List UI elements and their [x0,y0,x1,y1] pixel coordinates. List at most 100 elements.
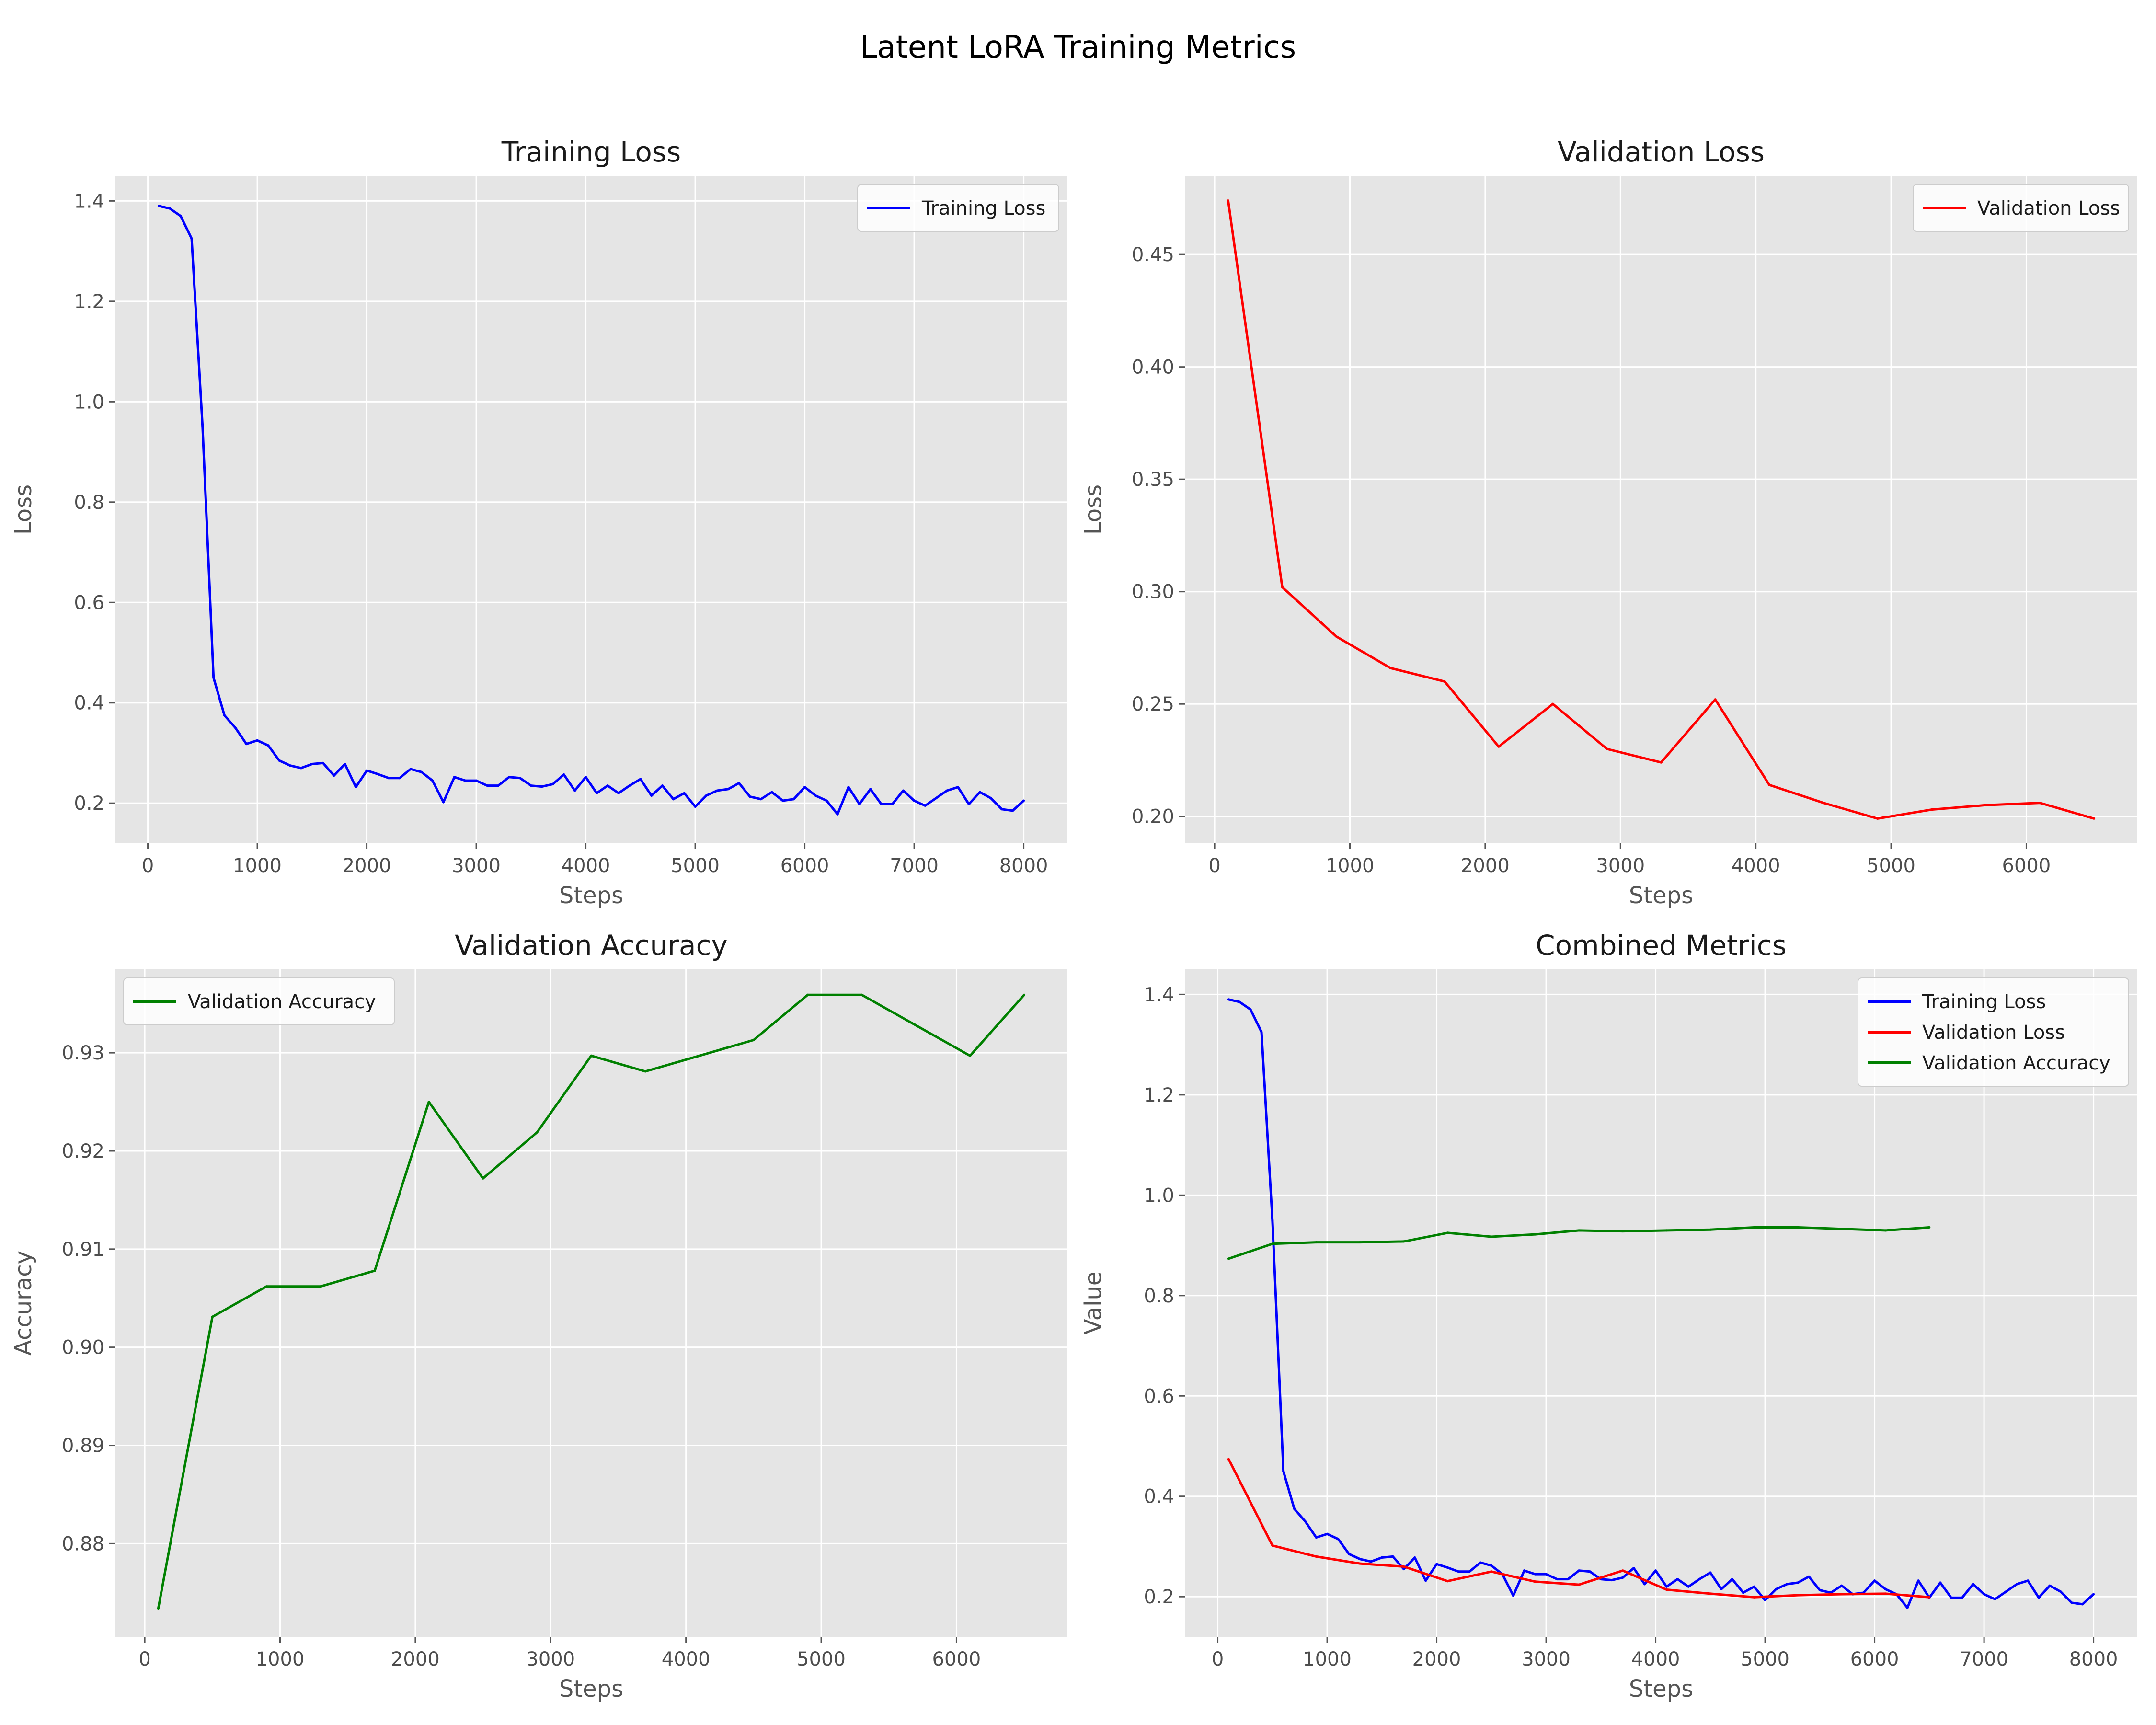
x-tick-label: 8000 [2069,1648,2118,1670]
data-point [1884,1588,1887,1590]
data-point [869,788,872,791]
y-tick-label: 0.88 [62,1533,104,1555]
data-point [321,761,324,764]
legend-entry: Validation Loss [1922,1022,2065,1044]
data-point [1227,1458,1230,1460]
y-tick-label: 0.93 [62,1042,104,1064]
x-tick-label: 4000 [1732,855,1780,877]
chart-title: Training Loss [501,136,681,168]
data-point [1443,680,1446,683]
data-point [1876,817,1879,820]
data-point [2070,1601,2073,1604]
y-tick-label: 0.8 [1144,1285,1174,1307]
data-point [967,803,970,805]
data-point [1413,1556,1416,1559]
data-point [858,803,861,805]
data-point [1687,1585,1690,1588]
y-tick-label: 0.4 [74,692,104,714]
data-point [606,784,609,787]
x-tick-label: 6000 [2002,855,2051,877]
series-line-train_loss [1228,998,2095,1609]
data-point [529,784,532,787]
data-point [536,1131,539,1134]
data-point [1545,1573,1548,1576]
data-point [1023,993,1026,996]
data-point [847,786,850,789]
data-point [1578,1229,1581,1232]
data-point [482,1177,484,1180]
data-point [1676,1578,1679,1581]
y-tick-label: 0.2 [74,793,104,815]
data-point [639,778,642,781]
x-tick-label: 3000 [1522,1648,1571,1670]
data-point [1632,1567,1635,1569]
legend-box [857,184,1059,232]
x-tick-label: 3000 [452,855,501,877]
x-tick-label: 7000 [1960,1648,2008,1670]
data-point [573,789,576,792]
data-point [969,1054,972,1057]
series-line-train_loss [158,205,1025,816]
data-point [464,779,467,782]
data-point [727,788,730,791]
y-tick-label: 0.4 [1144,1486,1174,1508]
y-tick-label: 0.2 [1144,1586,1174,1608]
data-point [398,777,401,780]
data-point [344,763,346,765]
data-point [1873,1579,1876,1582]
data-point [1610,1579,1613,1582]
data-point [1731,1578,1733,1581]
data-point [373,1269,376,1272]
data-point [212,676,215,679]
data-point [1271,1242,1274,1245]
data-point [595,792,598,794]
data-point [1589,1570,1591,1573]
data-point [1468,1570,1471,1573]
data-point [1797,1226,1800,1229]
data-point [1764,1599,1766,1601]
data-point [1983,1593,1985,1596]
y-tick-label: 0.92 [62,1140,104,1162]
data-point [825,799,828,802]
data-point [1389,667,1392,669]
series-points-val_acc [157,993,1026,1610]
data-point [267,744,270,747]
data-point [1315,1536,1318,1539]
data-point [497,784,500,787]
data-point [310,763,313,765]
data-point [2016,1583,2018,1586]
x-tick-label: 2000 [343,855,391,877]
data-point [1402,1568,1405,1571]
data-point [1698,1578,1701,1581]
y-tick-label: 0.90 [62,1337,104,1359]
legend-box [1858,978,2129,1087]
x-tick-label: 0 [142,855,154,877]
y-axis-label: Loss [10,484,37,535]
data-point [300,767,302,770]
data-point [1435,1563,1438,1565]
data-point [1753,1596,1755,1598]
data-point [1380,1556,1383,1559]
data-point [1994,1598,1996,1600]
data-point [803,786,806,789]
x-axis-label: Steps [1629,1676,1693,1702]
y-tick-label: 1.0 [74,391,104,413]
x-tick-label: 4000 [1631,1648,1680,1670]
y-axis-label: Accuracy [10,1251,37,1356]
chart-panel-acc: 0 1000 2000 3000 4000 5000 6000 0.88 0.89 0.90 0.9… [10,929,1067,1702]
x-tick-label: 8000 [999,855,1048,877]
data-point [157,205,160,207]
data-point [540,785,543,788]
x-axis-label: Steps [559,1676,623,1702]
data-point [562,773,565,776]
data-point [190,237,193,240]
x-tick-label: 3000 [1596,855,1645,877]
data-point [1551,702,1554,705]
data-point [508,776,511,779]
x-tick-label: 3000 [526,1648,575,1670]
data-point [2092,1593,2095,1596]
data-point [672,798,675,801]
data-point [519,777,521,780]
data-point [1402,1240,1405,1243]
